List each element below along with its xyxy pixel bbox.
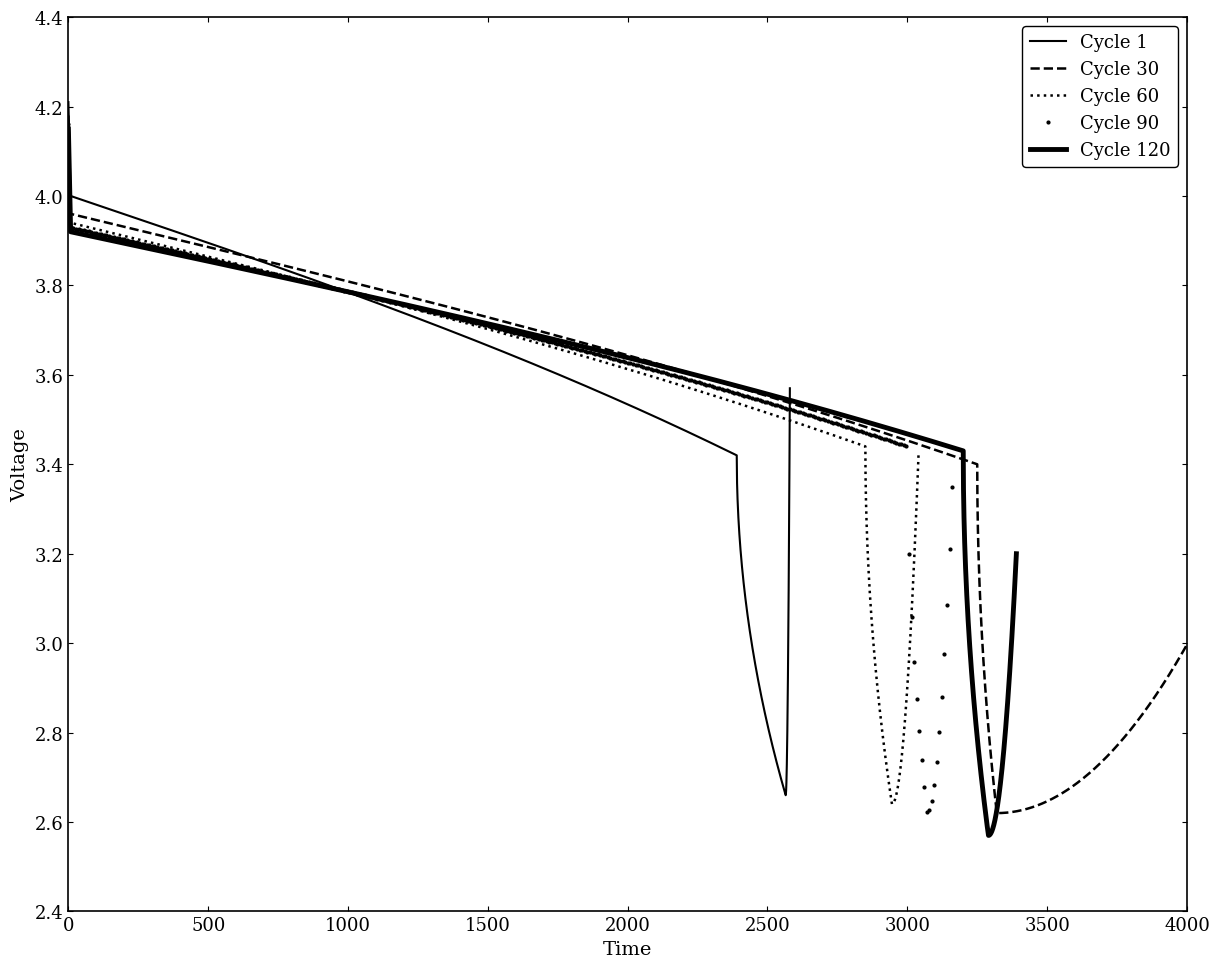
Cycle 1 — [112, 207, 127, 219]
Cycle 60 — [911, 450, 926, 461]
Legend: Cycle 1, Cycle 30, Cycle 60, Cycle 90, Cycle 120: Cycle 1, Cycle 30, Cycle 60, Cycle 90, C… — [1022, 27, 1178, 168]
Line: Cycle 30: Cycle 30 — [68, 116, 1221, 813]
Cycle 30 — [518, 322, 532, 333]
Cycle 120 — [61, 124, 76, 136]
Cycle 90 — [61, 119, 76, 131]
Cycle 60 — [582, 353, 597, 364]
Cycle 90 — [919, 806, 934, 818]
Cycle 90 — [469, 318, 484, 329]
Cycle 30 — [129, 225, 144, 236]
Cycle 120 — [1007, 574, 1022, 585]
Y-axis label: Voltage: Voltage — [11, 428, 29, 502]
Line: Cycle 90: Cycle 90 — [66, 122, 955, 815]
Cycle 90 — [532, 334, 547, 346]
Cycle 120 — [646, 359, 661, 370]
Cycle 1 — [61, 97, 76, 109]
Cycle 60 — [910, 482, 924, 493]
Cycle 120 — [958, 567, 973, 578]
X-axis label: Time: Time — [603, 940, 652, 958]
Cycle 90 — [582, 347, 597, 359]
Line: Cycle 120: Cycle 120 — [68, 130, 1016, 835]
Cycle 1 — [498, 348, 513, 359]
Cycle 1 — [734, 557, 748, 569]
Cycle 1 — [783, 421, 797, 432]
Cycle 1 — [783, 383, 797, 394]
Cycle 60 — [884, 798, 899, 810]
Cycle 30 — [1070, 778, 1084, 790]
Cycle 1 — [780, 748, 795, 760]
Cycle 90 — [945, 482, 960, 493]
Line: Cycle 60: Cycle 60 — [68, 121, 918, 804]
Cycle 90 — [907, 656, 922, 668]
Cycle 30 — [989, 807, 1004, 819]
Cycle 30 — [654, 359, 669, 371]
Cycle 90 — [297, 276, 311, 288]
Cycle 120 — [990, 801, 1005, 813]
Cycle 30 — [972, 570, 987, 581]
Cycle 120 — [982, 829, 996, 841]
Cycle 60 — [61, 115, 76, 127]
Cycle 60 — [861, 554, 875, 566]
Cycle 90 — [934, 691, 949, 703]
Cycle 30 — [61, 110, 76, 122]
Cycle 1 — [397, 308, 411, 320]
Cycle 120 — [510, 326, 525, 337]
Line: Cycle 1: Cycle 1 — [68, 103, 790, 796]
Cycle 60 — [121, 232, 136, 243]
Cycle 1 — [778, 790, 792, 801]
Cycle 120 — [128, 240, 143, 252]
Cycle 60 — [462, 319, 476, 330]
Cycle 60 — [893, 764, 907, 775]
Cycle 120 — [1009, 548, 1023, 560]
